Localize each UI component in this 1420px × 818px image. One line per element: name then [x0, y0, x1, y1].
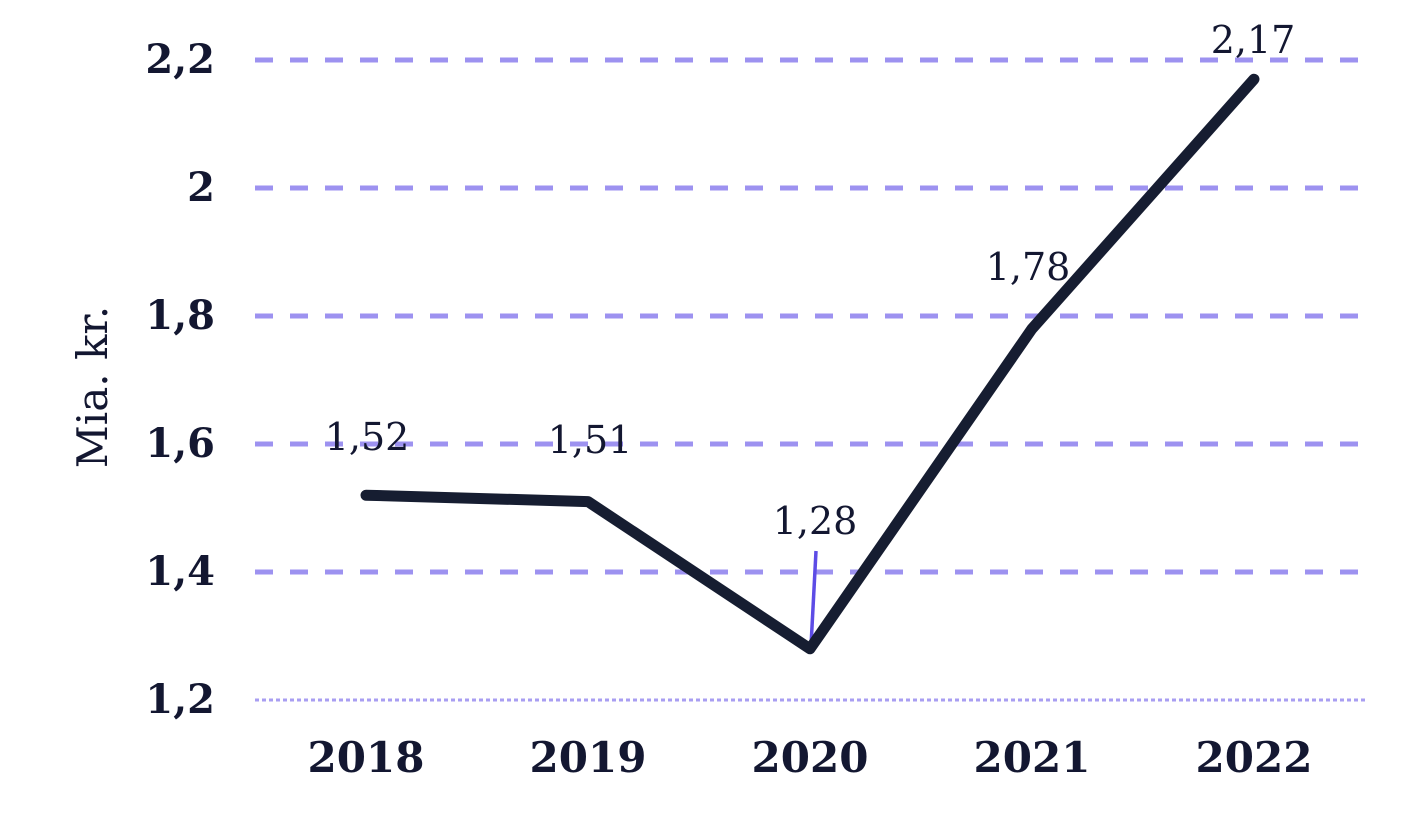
series-line	[360, 73, 1260, 655]
y-tick-label: 1,8	[145, 292, 215, 339]
data-label-2018: 1,52	[324, 415, 410, 459]
label-leader-line	[809, 550, 818, 647]
data-label-2022: 2,17	[1210, 18, 1296, 62]
y-tick-label: 2	[187, 164, 215, 211]
y-tick-label: 1,4	[145, 548, 215, 595]
data-label-2020: 1,28	[772, 499, 858, 543]
y-tick-label: 1,6	[145, 420, 215, 467]
y-tick-label: 1,2	[145, 676, 215, 723]
x-tick-label-2020: 2020	[751, 733, 869, 782]
y-tick-label: 2,2	[145, 36, 215, 83]
data-label-2019: 1,51	[547, 418, 633, 462]
x-tick-label-2019: 2019	[529, 733, 647, 782]
x-tick-label-2022: 2022	[1195, 733, 1313, 782]
x-tick-label-2021: 2021	[973, 733, 1091, 782]
x-tick-label-2018: 2018	[307, 733, 425, 782]
data-label-2021: 1,78	[985, 245, 1071, 289]
